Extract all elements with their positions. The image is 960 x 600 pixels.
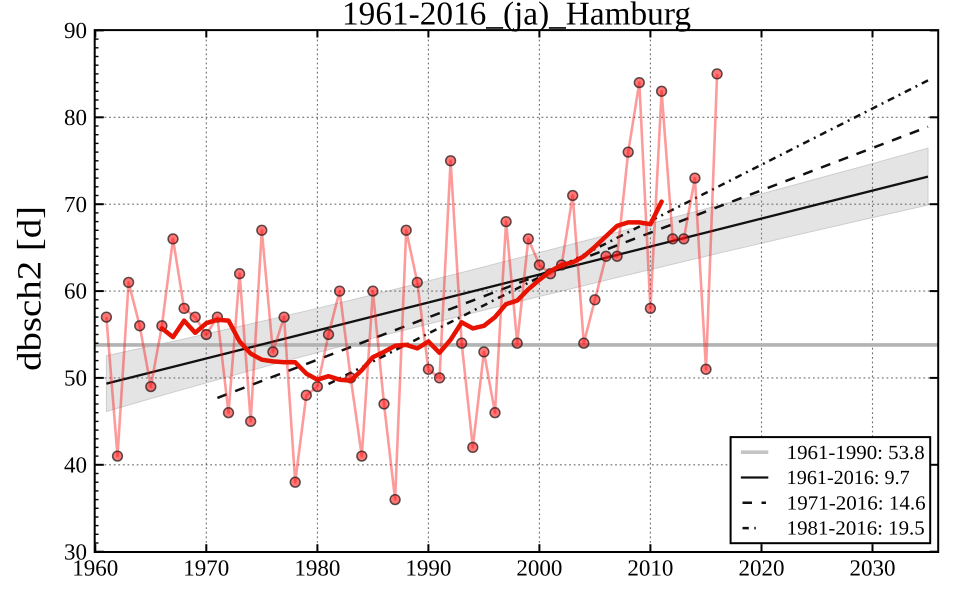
svg-text:90: 90 — [64, 18, 87, 43]
svg-text:1981-2016: 19.5: 1981-2016: 19.5 — [787, 518, 925, 540]
svg-text:50: 50 — [64, 366, 87, 391]
svg-text:1961-2016: 9.7: 1961-2016: 9.7 — [787, 467, 910, 489]
svg-text:2020: 2020 — [739, 556, 785, 581]
svg-text:1961-1990: 53.8: 1961-1990: 53.8 — [787, 442, 925, 464]
svg-text:1971-2016: 14.6: 1971-2016: 14.6 — [787, 492, 926, 514]
svg-text:2030: 2030 — [850, 556, 896, 581]
svg-text:40: 40 — [64, 452, 87, 477]
svg-text:60: 60 — [64, 279, 87, 304]
svg-text:1970: 1970 — [183, 556, 229, 581]
svg-text:1960: 1960 — [72, 556, 118, 581]
svg-text:1980: 1980 — [294, 556, 340, 581]
svg-text:30: 30 — [64, 539, 87, 564]
svg-text:1990: 1990 — [405, 556, 451, 581]
svg-text:70: 70 — [64, 192, 87, 217]
svg-text:2000: 2000 — [516, 556, 562, 581]
svg-text:80: 80 — [64, 105, 87, 130]
svg-text:1961-2016_(ja)_Hamburg: 1961-2016_(ja)_Hamburg — [342, 0, 691, 33]
svg-text:dbsch2 [d]: dbsch2 [d] — [12, 206, 49, 371]
svg-text:2010: 2010 — [627, 556, 673, 581]
